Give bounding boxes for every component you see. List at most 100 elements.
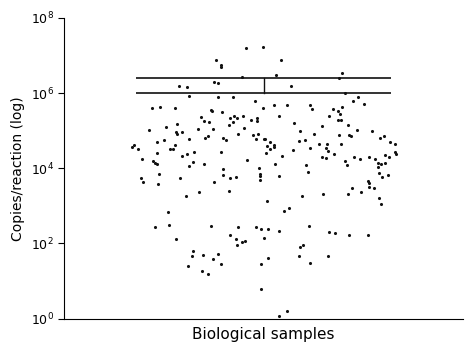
Point <box>283 308 291 314</box>
Point <box>204 133 211 139</box>
Point <box>145 127 153 133</box>
Point <box>230 113 237 119</box>
Point <box>177 175 184 180</box>
Point <box>242 46 250 51</box>
Point <box>184 263 191 269</box>
Point <box>296 129 304 134</box>
Point <box>365 178 372 184</box>
Point <box>336 111 344 116</box>
Point <box>270 142 278 147</box>
Point <box>226 232 234 238</box>
Point <box>204 271 212 277</box>
Point <box>212 58 220 63</box>
Point <box>241 238 249 243</box>
Point <box>185 93 192 99</box>
Point <box>264 255 272 261</box>
Point <box>305 223 313 229</box>
Point <box>296 245 303 250</box>
Point <box>253 118 260 124</box>
Point <box>261 235 268 240</box>
Point <box>215 251 222 257</box>
Point <box>365 184 373 190</box>
Point <box>217 62 225 68</box>
Point <box>262 150 270 155</box>
Point <box>323 141 331 147</box>
Point <box>376 135 383 141</box>
Point <box>210 79 218 84</box>
Point <box>378 161 385 166</box>
Point <box>185 163 192 169</box>
Point <box>255 165 263 171</box>
Point <box>249 132 257 138</box>
Point <box>139 156 146 162</box>
Point <box>182 193 190 199</box>
Point <box>155 181 162 187</box>
Y-axis label: Copies/reaction (log): Copies/reaction (log) <box>11 96 25 240</box>
Point <box>208 107 215 113</box>
Point <box>378 174 386 180</box>
Point <box>217 65 225 70</box>
Point <box>219 109 226 115</box>
Point <box>343 163 351 168</box>
Point <box>169 146 177 152</box>
Point <box>256 178 264 183</box>
Point <box>338 104 346 110</box>
Point <box>153 161 161 167</box>
Point <box>266 146 273 152</box>
Point <box>291 120 298 126</box>
Point <box>232 236 239 242</box>
Point <box>365 180 373 186</box>
Point <box>232 174 240 180</box>
Point <box>156 104 164 110</box>
Point <box>391 150 399 155</box>
Point <box>191 150 198 155</box>
Point <box>344 191 352 197</box>
Point <box>153 139 161 145</box>
Point <box>345 132 353 138</box>
Point <box>355 94 362 100</box>
Point <box>337 142 345 147</box>
Point <box>385 155 392 160</box>
Point <box>217 261 225 267</box>
Point <box>160 137 168 143</box>
Point <box>151 161 158 166</box>
Point <box>392 151 399 157</box>
Point <box>247 118 255 123</box>
Point <box>309 106 316 112</box>
Point <box>261 137 269 142</box>
Point <box>259 44 267 49</box>
Point <box>148 105 156 110</box>
Point <box>381 133 388 139</box>
Point <box>283 103 291 108</box>
Point <box>226 115 234 120</box>
Point <box>234 224 241 229</box>
Point <box>198 268 205 274</box>
Point <box>260 136 267 142</box>
Point <box>257 286 265 292</box>
Point <box>172 129 180 135</box>
Point <box>334 117 341 122</box>
Point <box>281 208 288 214</box>
Point <box>164 210 172 215</box>
Point <box>345 232 352 237</box>
Point <box>151 224 159 230</box>
Point <box>266 139 273 145</box>
Point <box>334 108 342 114</box>
Point <box>183 84 191 90</box>
Point <box>278 154 286 159</box>
Point <box>322 145 330 151</box>
Point <box>382 152 389 158</box>
Point <box>243 157 250 162</box>
Point <box>195 189 202 195</box>
Point <box>219 167 227 172</box>
Point <box>286 205 293 211</box>
Point <box>178 153 185 158</box>
Point <box>239 113 246 118</box>
Point <box>259 105 267 111</box>
Point <box>185 136 192 142</box>
Point <box>201 161 208 167</box>
Point <box>335 76 343 81</box>
Point <box>349 98 356 104</box>
Point <box>275 173 283 179</box>
Point <box>254 131 261 137</box>
